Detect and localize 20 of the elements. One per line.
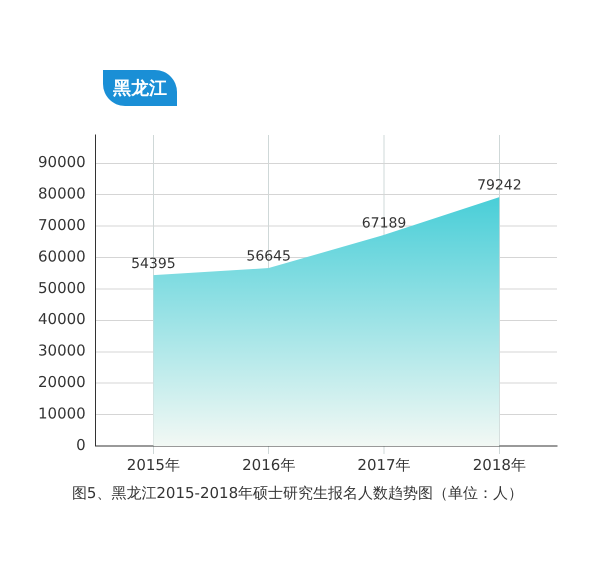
- y-tick-label: 80000: [38, 184, 86, 203]
- y-tick-label: 70000: [38, 216, 86, 234]
- y-tick-label: 30000: [38, 342, 86, 360]
- caption: 图5、黑龙江2015-2018年硕士研究生报名人数趋势图（单位：人）: [70, 484, 524, 503]
- x-tick-label: 2015年: [126, 456, 180, 474]
- data-label: 54395: [131, 256, 176, 272]
- x-tick-label: 2016年: [242, 456, 296, 474]
- chart-title: 黑龙江: [103, 70, 177, 106]
- data-label: 56645: [246, 248, 291, 265]
- y-tick-label: 40000: [38, 310, 86, 328]
- x-tick-label: 2017年: [357, 456, 411, 474]
- y-tick-label: 50000: [38, 278, 86, 297]
- y-tick-label: 20000: [38, 373, 86, 392]
- y-tick-label: 0: [76, 436, 86, 454]
- data-label: 67189: [362, 216, 406, 232]
- x-tick-label: 2018年: [472, 456, 526, 474]
- y-tick-label: 10000: [38, 404, 86, 422]
- data-label: 79242: [477, 178, 522, 194]
- y-tick-label: 60000: [38, 247, 86, 266]
- y-tick-label: 90000: [38, 153, 86, 172]
